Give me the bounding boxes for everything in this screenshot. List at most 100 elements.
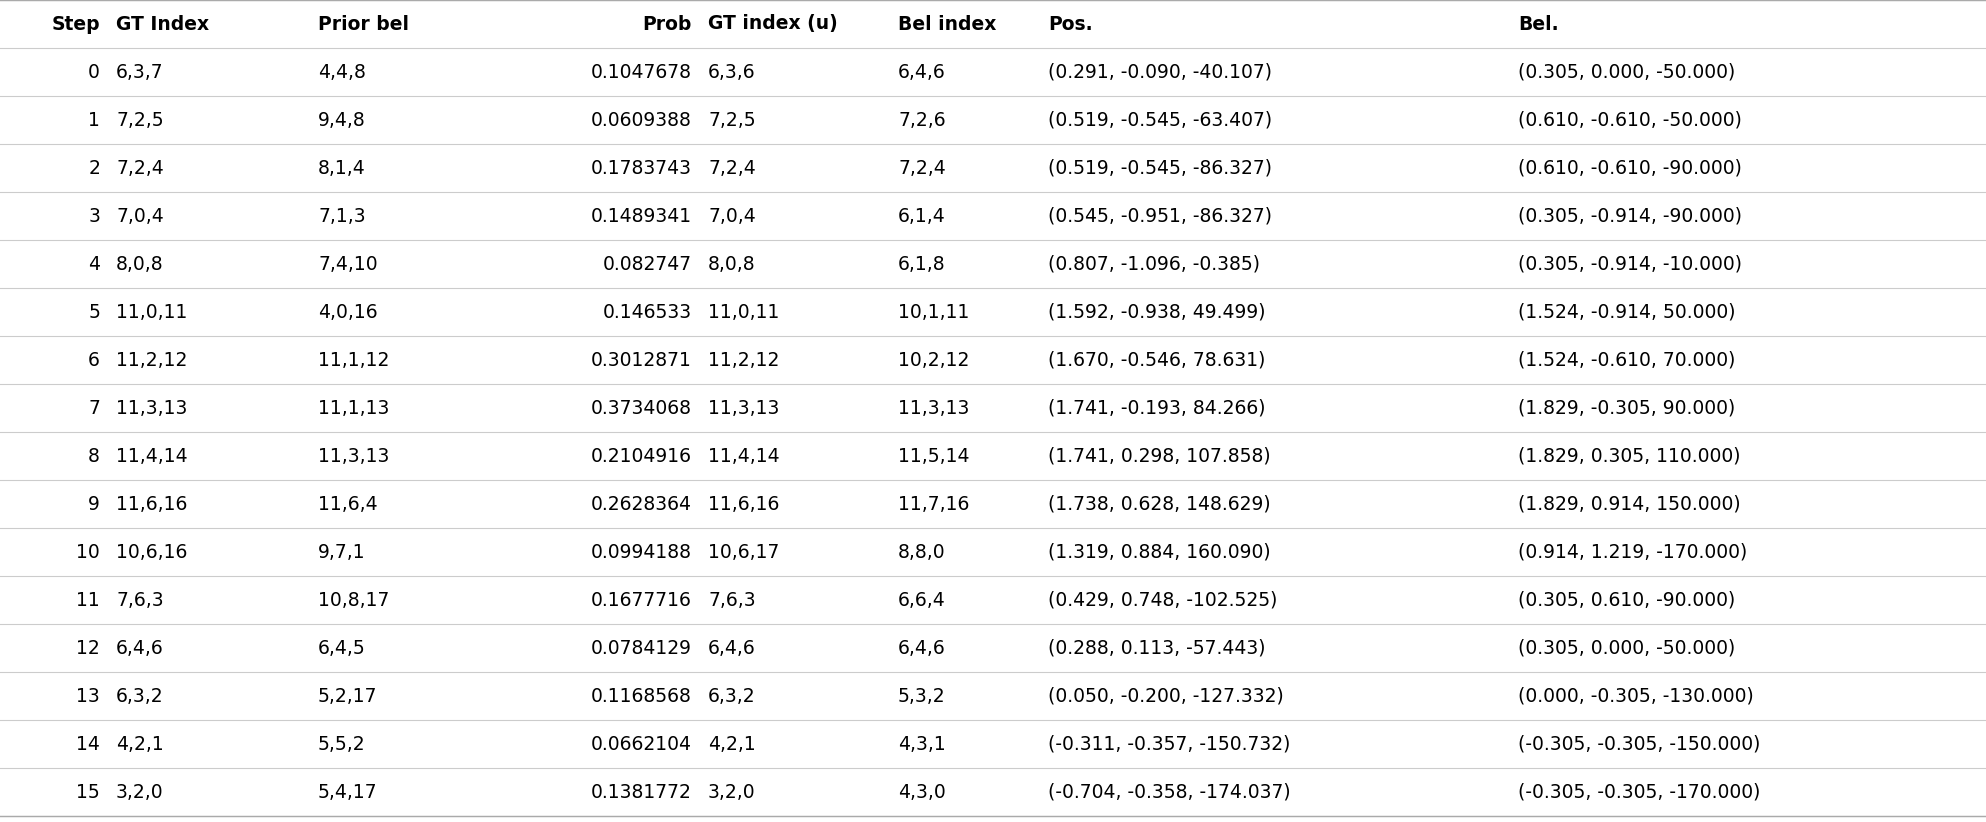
Text: (0.519, -0.545, -63.407): (0.519, -0.545, -63.407) bbox=[1049, 110, 1273, 130]
Text: 9,4,8: 9,4,8 bbox=[318, 110, 365, 130]
Text: (1.592, -0.938, 49.499): (1.592, -0.938, 49.499) bbox=[1049, 302, 1265, 321]
Text: (0.050, -0.200, -127.332): (0.050, -0.200, -127.332) bbox=[1049, 686, 1283, 705]
Text: 11,2,12: 11,2,12 bbox=[707, 350, 779, 370]
Text: 8,1,4: 8,1,4 bbox=[318, 159, 365, 178]
Text: 11,1,13: 11,1,13 bbox=[318, 399, 389, 418]
Text: GT index (u): GT index (u) bbox=[707, 15, 838, 34]
Text: 8,8,0: 8,8,0 bbox=[898, 543, 945, 561]
Text: (0.291, -0.090, -40.107): (0.291, -0.090, -40.107) bbox=[1049, 62, 1271, 81]
Text: 5,2,17: 5,2,17 bbox=[318, 686, 377, 705]
Text: 7,2,4: 7,2,4 bbox=[707, 159, 757, 178]
Text: 7,2,4: 7,2,4 bbox=[115, 159, 163, 178]
Text: 4,2,1: 4,2,1 bbox=[115, 735, 163, 754]
Text: 7,6,3: 7,6,3 bbox=[115, 590, 163, 609]
Text: 5,3,2: 5,3,2 bbox=[898, 686, 945, 705]
Text: 8,0,8: 8,0,8 bbox=[115, 255, 163, 274]
Text: 6,3,2: 6,3,2 bbox=[115, 686, 163, 705]
Text: 6,4,5: 6,4,5 bbox=[318, 639, 365, 658]
Text: 6,4,6: 6,4,6 bbox=[898, 639, 945, 658]
Text: 6,3,2: 6,3,2 bbox=[707, 686, 755, 705]
Text: 11,6,4: 11,6,4 bbox=[318, 495, 377, 514]
Text: 0.2104916: 0.2104916 bbox=[592, 446, 691, 465]
Text: (-0.311, -0.357, -150.732): (-0.311, -0.357, -150.732) bbox=[1049, 735, 1291, 754]
Text: 4,4,8: 4,4,8 bbox=[318, 62, 365, 81]
Text: 14: 14 bbox=[75, 735, 99, 754]
Text: (1.741, 0.298, 107.858): (1.741, 0.298, 107.858) bbox=[1049, 446, 1271, 465]
Text: (0.610, -0.610, -90.000): (0.610, -0.610, -90.000) bbox=[1517, 159, 1742, 178]
Text: 11: 11 bbox=[75, 590, 99, 609]
Text: 7,6,3: 7,6,3 bbox=[707, 590, 755, 609]
Text: 11,4,14: 11,4,14 bbox=[707, 446, 780, 465]
Text: 0: 0 bbox=[87, 62, 99, 81]
Text: 7,0,4: 7,0,4 bbox=[115, 206, 163, 225]
Text: 6,1,4: 6,1,4 bbox=[898, 206, 945, 225]
Text: GT Index: GT Index bbox=[115, 15, 209, 34]
Text: 7,2,5: 7,2,5 bbox=[115, 110, 163, 130]
Text: 0.146533: 0.146533 bbox=[604, 302, 691, 321]
Text: Pos.: Pos. bbox=[1049, 15, 1092, 34]
Text: (0.000, -0.305, -130.000): (0.000, -0.305, -130.000) bbox=[1517, 686, 1754, 705]
Text: Bel.: Bel. bbox=[1517, 15, 1559, 34]
Text: 0.082747: 0.082747 bbox=[604, 255, 691, 274]
Text: 4,3,0: 4,3,0 bbox=[898, 783, 945, 801]
Text: 6,3,7: 6,3,7 bbox=[115, 62, 163, 81]
Text: 11,3,13: 11,3,13 bbox=[115, 399, 187, 418]
Text: 10: 10 bbox=[75, 543, 99, 561]
Text: Prob: Prob bbox=[643, 15, 691, 34]
Text: 5,4,17: 5,4,17 bbox=[318, 783, 377, 801]
Text: 5: 5 bbox=[87, 302, 99, 321]
Text: 9,7,1: 9,7,1 bbox=[318, 543, 365, 561]
Text: 1: 1 bbox=[87, 110, 99, 130]
Text: (1.738, 0.628, 148.629): (1.738, 0.628, 148.629) bbox=[1049, 495, 1271, 514]
Text: 2: 2 bbox=[87, 159, 99, 178]
Text: 6,4,6: 6,4,6 bbox=[898, 62, 945, 81]
Text: (-0.704, -0.358, -174.037): (-0.704, -0.358, -174.037) bbox=[1049, 783, 1291, 801]
Text: Prior bel: Prior bel bbox=[318, 15, 409, 34]
Text: (-0.305, -0.305, -170.000): (-0.305, -0.305, -170.000) bbox=[1517, 783, 1760, 801]
Text: 10,2,12: 10,2,12 bbox=[898, 350, 969, 370]
Text: (0.914, 1.219, -170.000): (0.914, 1.219, -170.000) bbox=[1517, 543, 1748, 561]
Text: (1.829, 0.914, 150.000): (1.829, 0.914, 150.000) bbox=[1517, 495, 1740, 514]
Text: 0.1783743: 0.1783743 bbox=[592, 159, 691, 178]
Text: 4,2,1: 4,2,1 bbox=[707, 735, 757, 754]
Text: 11,5,14: 11,5,14 bbox=[898, 446, 969, 465]
Text: (1.829, -0.305, 90.000): (1.829, -0.305, 90.000) bbox=[1517, 399, 1736, 418]
Text: Bel index: Bel index bbox=[898, 15, 997, 34]
Text: 11,0,11: 11,0,11 bbox=[707, 302, 779, 321]
Text: 0.1168568: 0.1168568 bbox=[592, 686, 691, 705]
Text: 6,4,6: 6,4,6 bbox=[115, 639, 163, 658]
Text: (0.545, -0.951, -86.327): (0.545, -0.951, -86.327) bbox=[1049, 206, 1271, 225]
Text: 9: 9 bbox=[87, 495, 99, 514]
Text: 8: 8 bbox=[87, 446, 99, 465]
Text: (-0.305, -0.305, -150.000): (-0.305, -0.305, -150.000) bbox=[1517, 735, 1760, 754]
Text: (0.305, 0.000, -50.000): (0.305, 0.000, -50.000) bbox=[1517, 639, 1736, 658]
Text: 11,4,14: 11,4,14 bbox=[115, 446, 187, 465]
Text: 7,4,10: 7,4,10 bbox=[318, 255, 377, 274]
Text: 4,0,16: 4,0,16 bbox=[318, 302, 377, 321]
Text: 11,0,11: 11,0,11 bbox=[115, 302, 187, 321]
Text: 6,3,6: 6,3,6 bbox=[707, 62, 755, 81]
Text: 8,0,8: 8,0,8 bbox=[707, 255, 755, 274]
Text: 6: 6 bbox=[87, 350, 99, 370]
Text: 10,1,11: 10,1,11 bbox=[898, 302, 969, 321]
Text: (1.741, -0.193, 84.266): (1.741, -0.193, 84.266) bbox=[1049, 399, 1265, 418]
Text: (0.519, -0.545, -86.327): (0.519, -0.545, -86.327) bbox=[1049, 159, 1271, 178]
Text: 7: 7 bbox=[87, 399, 99, 418]
Text: (1.319, 0.884, 160.090): (1.319, 0.884, 160.090) bbox=[1049, 543, 1271, 561]
Text: 0.0609388: 0.0609388 bbox=[592, 110, 691, 130]
Text: 0.1489341: 0.1489341 bbox=[592, 206, 691, 225]
Text: 7,2,5: 7,2,5 bbox=[707, 110, 755, 130]
Text: 11,6,16: 11,6,16 bbox=[115, 495, 187, 514]
Text: (0.288, 0.113, -57.443): (0.288, 0.113, -57.443) bbox=[1049, 639, 1265, 658]
Text: 3: 3 bbox=[87, 206, 99, 225]
Text: 4: 4 bbox=[87, 255, 99, 274]
Text: 13: 13 bbox=[75, 686, 99, 705]
Text: (0.610, -0.610, -50.000): (0.610, -0.610, -50.000) bbox=[1517, 110, 1742, 130]
Text: 0.0994188: 0.0994188 bbox=[592, 543, 691, 561]
Text: (0.305, -0.914, -90.000): (0.305, -0.914, -90.000) bbox=[1517, 206, 1742, 225]
Text: (0.305, -0.914, -10.000): (0.305, -0.914, -10.000) bbox=[1517, 255, 1742, 274]
Text: (0.429, 0.748, -102.525): (0.429, 0.748, -102.525) bbox=[1049, 590, 1277, 609]
Text: (1.670, -0.546, 78.631): (1.670, -0.546, 78.631) bbox=[1049, 350, 1265, 370]
Text: 4,3,1: 4,3,1 bbox=[898, 735, 945, 754]
Text: 11,3,13: 11,3,13 bbox=[707, 399, 779, 418]
